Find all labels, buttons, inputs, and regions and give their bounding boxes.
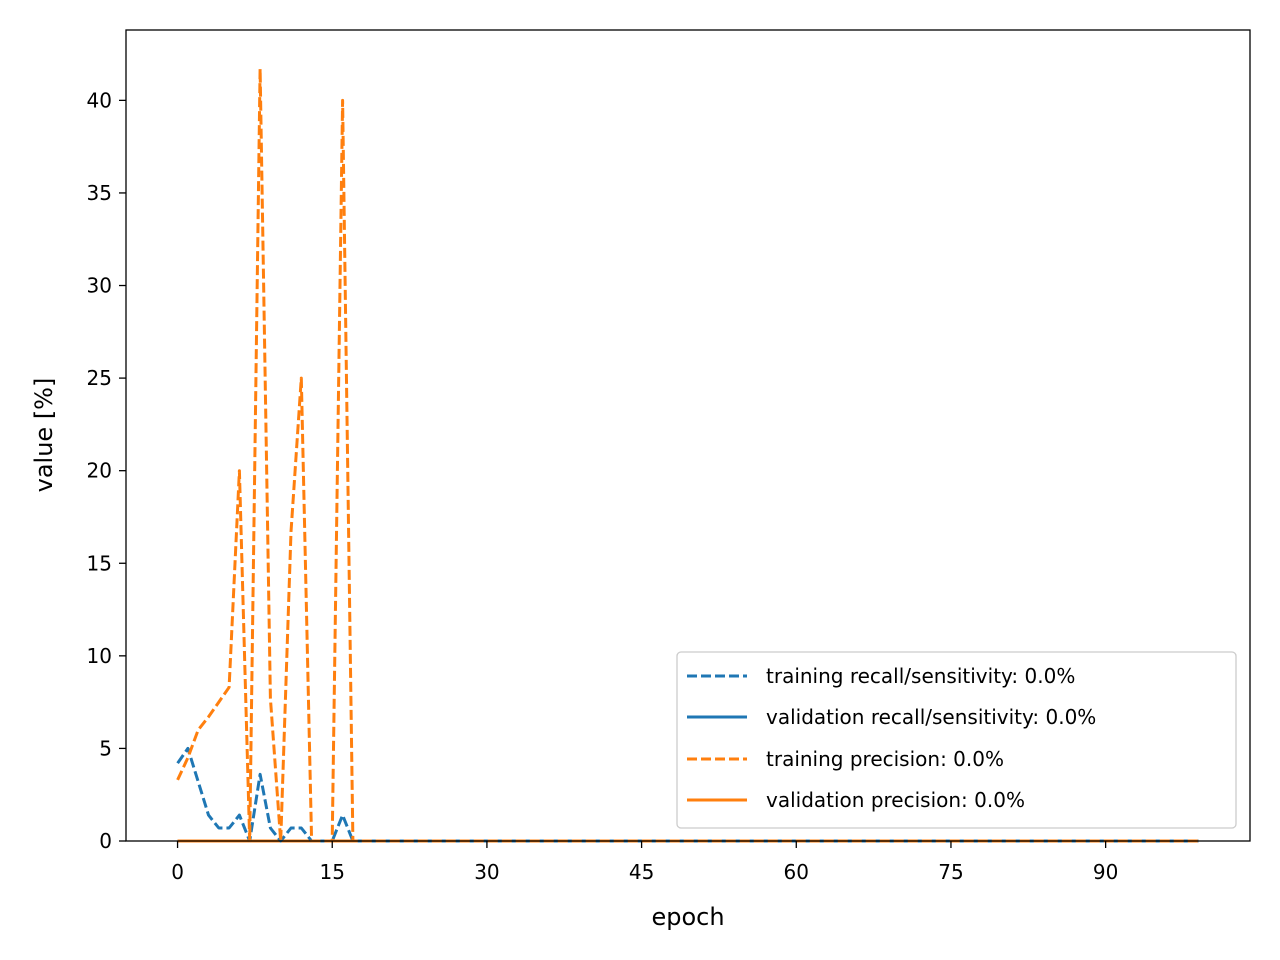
y-tick-label: 30 <box>87 274 112 298</box>
x-tick-label: 0 <box>171 860 184 884</box>
y-tick-label: 25 <box>87 366 112 390</box>
plot-frame <box>125 29 1251 842</box>
axis-ticks: 0 15 30 45 60 75 90 0 5 10 15 20 25 30 35 40 <box>87 88 1119 884</box>
legend: training recall/sensitivity: 0.0% valida… <box>676 651 1237 829</box>
legend-label-validation-precision: validation precision: 0.0% <box>766 788 1025 812</box>
legend-label-training-precision: training precision: 0.0% <box>766 747 1004 771</box>
y-tick-label: 15 <box>87 551 112 575</box>
legend-label-validation-recall: validation recall/sensitivity: 0.0% <box>766 705 1096 729</box>
x-tick-label: 30 <box>474 860 499 884</box>
y-tick-label: 20 <box>87 459 112 483</box>
x-tick-label: 45 <box>629 860 654 884</box>
x-tick-label: 75 <box>938 860 963 884</box>
y-tick-label: 5 <box>99 736 112 760</box>
x-tick-label: 90 <box>1093 860 1118 884</box>
x-tick-label: 15 <box>320 860 345 884</box>
y-tick-label: 40 <box>87 88 112 112</box>
y-tick-label: 35 <box>87 181 112 205</box>
x-axis-label: epoch <box>651 903 724 931</box>
legend-box <box>676 651 1237 829</box>
legend-label-training-recall: training recall/sensitivity: 0.0% <box>766 664 1075 688</box>
y-tick-label: 10 <box>87 644 112 668</box>
x-tick-label: 60 <box>784 860 809 884</box>
y-tick-label: 0 <box>99 829 112 853</box>
series-line-0 <box>176 746 1199 843</box>
series-line-2 <box>176 67 1199 843</box>
y-axis-label: value [%] <box>30 378 58 493</box>
